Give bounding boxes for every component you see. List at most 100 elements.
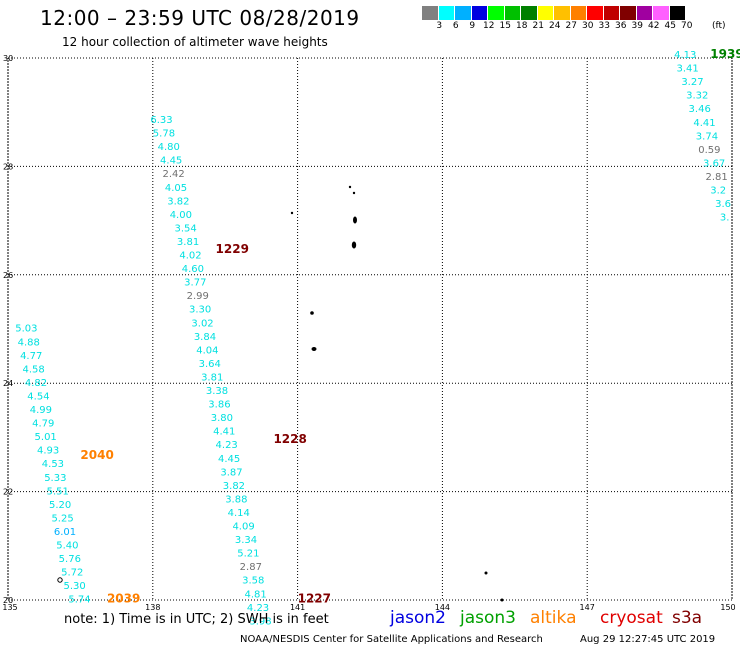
- wave-height-value: 4.41: [693, 118, 715, 129]
- wave-height-value: 5.72: [61, 568, 83, 579]
- wave-height-value: 5.01: [35, 432, 57, 443]
- wave-height-value: 3.32: [686, 91, 708, 102]
- legend-label: 18: [516, 21, 528, 31]
- wave-height-value: 4.45: [218, 454, 240, 465]
- wave-height-value: 4.45: [160, 156, 182, 167]
- wave-height-value: 3.98: [249, 616, 271, 627]
- wave-height-value: 2.87: [240, 562, 262, 573]
- legend-swatch: [455, 6, 472, 20]
- lon-tick-label: 141: [290, 603, 305, 612]
- wave-height-value: 4.99: [30, 405, 52, 416]
- legend-swatch: [636, 6, 653, 20]
- wave-height-value: 4.23: [216, 440, 238, 451]
- pass-time-label: 1228: [273, 432, 306, 446]
- wave-height-value: 4.14: [228, 508, 250, 519]
- wave-height-value: 5.21: [237, 549, 259, 560]
- wave-height-value: 5.74: [68, 595, 90, 606]
- wave-height-value: 5.25: [51, 513, 73, 524]
- wave-height-value: 4.79: [32, 419, 54, 430]
- lon-tick-label: 135: [2, 603, 17, 612]
- wave-height-value: 4.00: [170, 210, 192, 221]
- legend-label: 21: [532, 21, 544, 31]
- wave-height-value: 4.05: [165, 183, 187, 194]
- legend-swatch: [587, 6, 604, 20]
- wave-height-value: 3.58: [242, 576, 264, 587]
- wave-observations: 6.33 5.78 4.80 4.45 2.42 4.05 3.82 4.00 3.54 3.81…: [15, 50, 731, 627]
- wave-height-value: 3.34: [235, 535, 257, 546]
- island-marker: [484, 571, 488, 575]
- color-legend: [422, 6, 686, 20]
- island-marker: [352, 191, 356, 195]
- wave-height-value: 5.20: [49, 500, 71, 511]
- wave-height-value: 3.6: [715, 199, 731, 210]
- wave-height-value: 4.23: [247, 603, 269, 614]
- island-marker: [310, 311, 314, 315]
- satellite-jason3: jason3: [460, 608, 516, 628]
- wave-height-value: 3.87: [220, 467, 242, 478]
- wave-height-value: 3.80: [211, 413, 233, 424]
- map-subtitle: 12 hour collection of altimeter wave hei…: [62, 35, 328, 49]
- wave-height-value: 3.46: [689, 104, 711, 115]
- wave-height-value: 2.42: [162, 169, 184, 180]
- legend-swatch: [521, 6, 538, 20]
- island-marker: [290, 211, 294, 215]
- pass-time-label: 1939: [710, 47, 740, 61]
- legend-swatch: [537, 6, 554, 20]
- wave-height-value: 4.88: [18, 337, 40, 348]
- lon-tick-label: 147: [580, 603, 595, 612]
- wave-height-value: 4.80: [158, 142, 180, 153]
- legend-label: 33: [598, 21, 610, 31]
- island-marker: [311, 347, 317, 351]
- wave-height-value: 3.82: [167, 196, 189, 207]
- wave-height-value: 3.38: [206, 386, 228, 397]
- pass-time-label: 1229: [216, 242, 249, 256]
- legend-swatch: [603, 6, 620, 20]
- island-marker: [57, 577, 63, 583]
- wave-height-value: 6.01: [54, 527, 76, 538]
- satellite-cryosat: cryosat: [600, 608, 663, 628]
- legend-swatch: [620, 6, 637, 20]
- island-marker: [351, 241, 357, 249]
- legend-swatch: [438, 6, 455, 20]
- wave-height-value: 4.77: [20, 351, 42, 362]
- legend-label: 3: [436, 21, 443, 31]
- legend-swatch: [471, 6, 488, 20]
- pass-time-labels: 1939 1229 1228 2040 2039 1227: [80, 47, 740, 606]
- wave-height-value: 3.: [720, 213, 730, 224]
- footer-timestamp: Aug 29 12:27:45 UTC 2019: [580, 634, 716, 645]
- legend-label: 12: [483, 21, 495, 31]
- legend-label: 6: [452, 21, 459, 31]
- wave-height-value: 2.81: [705, 172, 727, 183]
- legend-label: 15: [499, 21, 511, 31]
- lat-tick-label: 30: [3, 54, 13, 63]
- legend-label: 30: [582, 21, 594, 31]
- wave-height-value: 4.02: [179, 251, 201, 262]
- wave-height-value: 2.99: [187, 291, 209, 302]
- legend-label: 27: [565, 21, 577, 31]
- lat-tick-label: 20: [3, 596, 13, 605]
- legend-swatch: [504, 6, 521, 20]
- wave-height-value: 5.40: [56, 541, 78, 552]
- lat-tick-label: 22: [3, 488, 13, 497]
- wave-height-value: 5.33: [44, 473, 66, 484]
- wave-height-value: 3.82: [223, 481, 245, 492]
- pass-time-label: 1227: [298, 592, 331, 606]
- wave-height-value: 4.60: [182, 264, 204, 275]
- island-marker: [348, 185, 352, 189]
- wave-height-value: 5.76: [59, 554, 81, 565]
- wave-height-value: 5.03: [15, 324, 37, 335]
- lon-tick-label: 150: [720, 603, 735, 612]
- lat-tick-label: 26: [3, 271, 13, 280]
- legend-swatch: [669, 6, 686, 20]
- wave-height-value: 3.02: [191, 318, 213, 329]
- wave-height-value: 0.59: [698, 145, 720, 156]
- lon-tick-label: 138: [145, 603, 160, 612]
- legend-swatch: [653, 6, 670, 20]
- wave-height-value: 3.2: [710, 186, 726, 197]
- legend-label: 24: [549, 21, 561, 31]
- wave-height-value: 3.86: [208, 400, 230, 411]
- axis-tick-labels: 135 138 141 144 147 150 20 22 24 26 28 30: [2, 54, 735, 612]
- wave-height-value: 4.54: [27, 391, 49, 402]
- legend-swatch: [488, 6, 505, 20]
